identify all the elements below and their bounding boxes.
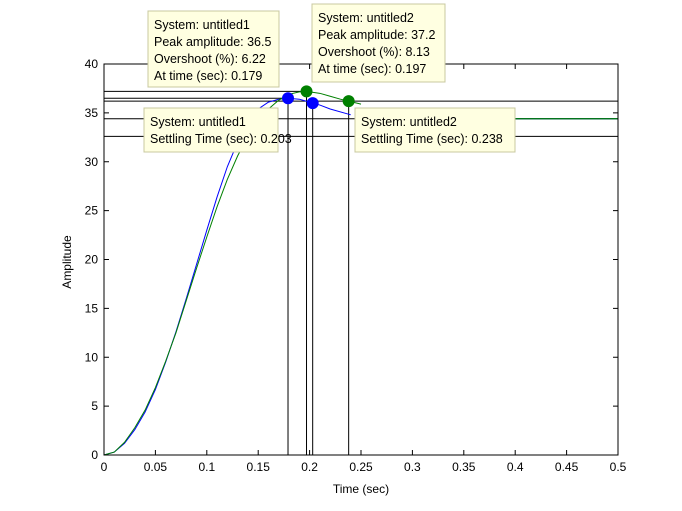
datatip-box <box>311 3 446 83</box>
datatip[interactable]: System: untitled2 Settling Time (sec): 0.… <box>354 107 516 153</box>
datatip-line: At time (sec): 0.197 <box>318 62 426 76</box>
datatip-line: Settling Time (sec): 0.238 <box>361 132 503 146</box>
x-tick-label: 0.25 <box>349 460 373 474</box>
datatip[interactable]: System: untitled1 Peak amplitude: 36.5 Ove… <box>147 10 280 88</box>
datatip-line: System: untitled1 <box>150 115 246 129</box>
datatips-layer: System: untitled1 Peak amplitude: 36.5 Ove… <box>143 3 516 153</box>
x-tick-label: 0.35 <box>452 460 476 474</box>
settling-marker-untitled1[interactable] <box>306 97 319 110</box>
y-tick-label: 15 <box>85 301 99 315</box>
datatip-box <box>147 10 280 88</box>
x-tick-label: 0.1 <box>198 460 215 474</box>
markers-layer <box>282 85 355 110</box>
datatip[interactable]: System: untitled1 Settling Time (sec): 0.… <box>143 107 292 153</box>
x-axis-label: Time (sec) <box>333 482 389 496</box>
x-tick-label: 0.45 <box>555 460 579 474</box>
y-tick-label: 40 <box>85 57 99 71</box>
x-tick-label: 0.3 <box>404 460 421 474</box>
datatip-box <box>143 107 279 153</box>
x-tick-label: 0.05 <box>144 460 168 474</box>
y-tick-label: 10 <box>85 350 99 364</box>
y-tick-label: 20 <box>85 253 99 267</box>
x-tick-label: 0 <box>101 460 108 474</box>
x-tick-label: 0.15 <box>247 460 271 474</box>
datatip-line: Peak amplitude: 37.2 <box>318 28 435 42</box>
x-tick-label: 0.2 <box>301 460 318 474</box>
series-line-untitled2 <box>103 90 362 456</box>
datatip-line: System: untitled1 <box>154 18 250 32</box>
x-tick-label: 0.4 <box>507 460 524 474</box>
datatip-line: Peak amplitude: 36.5 <box>154 35 271 49</box>
y-tick-label: 25 <box>85 204 99 218</box>
datatip-line: Overshoot (%): 8.13 <box>318 45 430 59</box>
y-axis: 0 5 10 15 20 25 30 35 40 <box>85 57 618 462</box>
datatip-line: System: untitled2 <box>318 11 414 25</box>
x-axis: 0 0.05 0.1 0.15 0.2 0.25 0.3 0.35 0.4 0.45 0.5 <box>101 64 627 474</box>
x-tick-label: 0.5 <box>610 460 627 474</box>
peak-marker-untitled1[interactable] <box>282 92 295 105</box>
y-tick-label: 5 <box>91 399 98 413</box>
y-axis-label: Amplitude <box>60 235 74 289</box>
datatip-line: Settling Time (sec): 0.203 <box>150 132 292 146</box>
datatip-line: At time (sec): 0.179 <box>154 69 262 83</box>
datatip-box <box>354 107 516 153</box>
y-tick-label: 35 <box>85 106 99 120</box>
y-tick-label: 0 <box>91 448 98 462</box>
peak-marker-untitled2[interactable] <box>300 85 313 98</box>
settling-marker-untitled2[interactable] <box>342 95 355 108</box>
datatip-line: System: untitled2 <box>361 115 457 129</box>
datatip-line: Overshoot (%): 6.22 <box>154 52 266 66</box>
datatip[interactable]: System: untitled2 Peak amplitude: 37.2 Ove… <box>311 3 446 83</box>
y-tick-label: 30 <box>85 155 99 169</box>
